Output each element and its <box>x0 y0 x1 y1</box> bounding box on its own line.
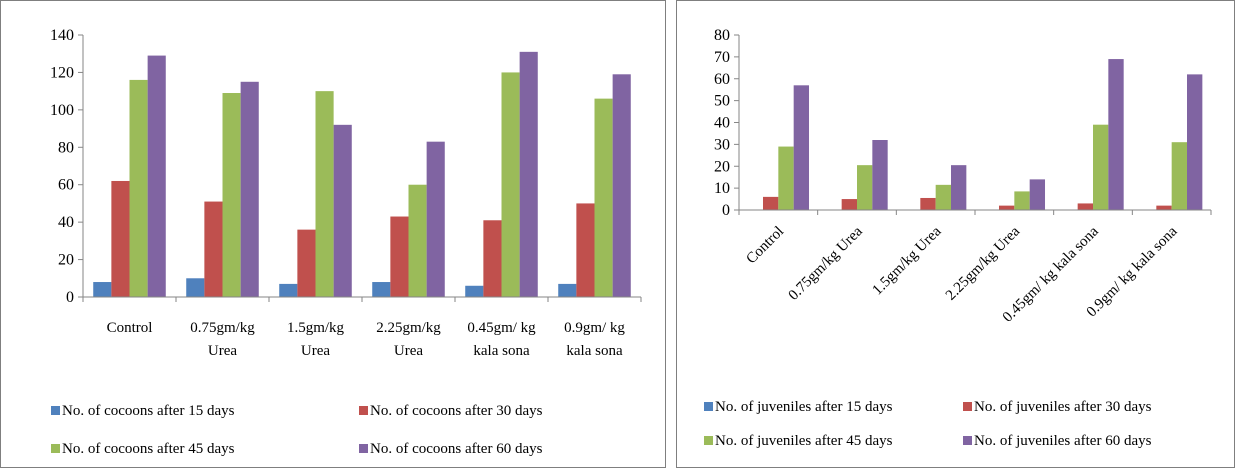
x-category-label: Urea <box>301 343 330 359</box>
legend-label: No. of juveniles after 15 days <box>715 399 893 415</box>
legend-swatch <box>704 436 713 445</box>
bar <box>841 199 857 210</box>
legend-label: No. of cocoons after 60 days <box>370 441 543 457</box>
x-category-label: 2.25gm/kg <box>376 320 441 336</box>
x-category-label: Urea <box>208 343 237 359</box>
bar <box>576 203 595 297</box>
bar <box>1187 74 1203 210</box>
legend-swatch <box>51 406 60 415</box>
bar <box>501 72 520 297</box>
legend-label: No. of cocoons after 15 days <box>62 403 235 419</box>
bar <box>594 98 613 297</box>
y-tick-label: 80 <box>58 139 74 156</box>
legend-swatch <box>51 444 60 453</box>
legend-label: No. of cocoons after 30 days <box>370 403 543 419</box>
bar <box>279 283 298 297</box>
x-category-label: Urea <box>394 343 423 359</box>
y-tick-label: 40 <box>714 115 730 132</box>
y-tick-label: 50 <box>714 93 730 110</box>
legend-label: No. of cocoons after 45 days <box>62 441 235 457</box>
plot-area: 0 20 40 60 80 100 120 140 Control 0.75gm/kg Urea 1.… <box>50 27 642 359</box>
y-tick-label: 0 <box>66 289 74 306</box>
legend-swatch <box>359 444 368 453</box>
bar <box>93 282 112 297</box>
bar <box>390 216 409 297</box>
chart-panel-cocoons: 0 20 40 60 80 100 120 140 Control 0.75gm/kg Urea 1.… <box>0 0 666 468</box>
bar <box>612 74 631 297</box>
y-tick-label: 60 <box>714 71 730 88</box>
bar <box>1108 59 1124 210</box>
x-category-label: 0.45gm/ kg <box>467 320 536 336</box>
bar <box>778 146 794 210</box>
x-category-label: kala sona <box>566 343 623 359</box>
x-category-label: 1.5gm/kg Urea <box>870 223 945 298</box>
x-category-label: 1.5gm/kg <box>287 320 345 336</box>
chart-panel-juveniles: 0 10 20 30 40 50 60 70 80 Control 0.75gm/kg Urea 1.… <box>676 0 1235 468</box>
x-category-label: kala sona <box>473 343 530 359</box>
bar <box>762 196 779 210</box>
bar <box>1093 124 1109 210</box>
x-category-label: 0.75gm/kg <box>190 320 255 336</box>
bar <box>465 285 484 297</box>
legend-label: No. of juveniles after 60 days <box>974 433 1152 449</box>
bar <box>186 278 205 297</box>
bar <box>372 282 391 297</box>
bar <box>315 91 334 298</box>
bar <box>519 51 538 297</box>
y-tick-label: 60 <box>58 177 74 194</box>
bar <box>1156 205 1172 210</box>
legend-swatch <box>963 436 972 445</box>
bar <box>408 184 427 297</box>
bar <box>147 55 166 298</box>
y-tick-label: 40 <box>58 214 74 231</box>
x-category-label: 0.9gm/ kg <box>564 320 625 336</box>
bar <box>426 141 445 297</box>
y-tick-label: 80 <box>714 27 730 44</box>
bar <box>857 165 873 210</box>
bar <box>951 165 967 210</box>
y-tick-label: 70 <box>714 49 730 66</box>
legend: No. of cocoons after 15 days No. of cocoo… <box>51 403 543 457</box>
legend-label: No. of juveniles after 30 days <box>974 399 1152 415</box>
x-category-label: Control <box>107 320 153 336</box>
legend: No. of juveniles after 15 days No. of juv… <box>704 399 1152 449</box>
bar <box>111 180 130 297</box>
bar <box>297 229 316 297</box>
y-tick-label: 140 <box>50 27 74 44</box>
bar <box>793 85 810 210</box>
chart-cocoons: 0 20 40 60 80 100 120 140 Control 0.75gm/kg Urea 1.… <box>50 27 642 457</box>
legend-swatch <box>963 402 972 411</box>
legend-swatch <box>704 402 713 411</box>
bar <box>483 220 502 297</box>
bar <box>1077 203 1093 210</box>
bar <box>1171 142 1188 210</box>
y-tick-label: 120 <box>50 64 74 81</box>
y-tick-label: 10 <box>714 180 730 197</box>
bar <box>204 201 223 297</box>
legend-label: No. of juveniles after 45 days <box>715 433 893 449</box>
bar <box>222 93 241 297</box>
y-tick-label: 0 <box>722 202 730 219</box>
bar <box>920 197 936 210</box>
bar <box>1014 191 1030 210</box>
x-category-label: 0.75gm/kg Urea <box>786 223 866 303</box>
bar <box>129 79 148 298</box>
bar <box>998 205 1015 210</box>
bar <box>872 140 888 210</box>
bar <box>1029 179 1046 210</box>
y-tick-label: 30 <box>714 136 730 153</box>
legend-swatch <box>359 406 368 415</box>
x-category-label: 2.25gm/kg Urea <box>943 223 1023 303</box>
bar <box>240 81 259 298</box>
y-tick-label: 20 <box>58 252 74 269</box>
bar <box>935 184 952 210</box>
y-tick-label: 100 <box>50 102 74 119</box>
bar <box>333 124 352 297</box>
y-tick-label: 20 <box>714 158 730 175</box>
bar <box>558 283 577 297</box>
x-category-label: Control <box>743 224 787 268</box>
